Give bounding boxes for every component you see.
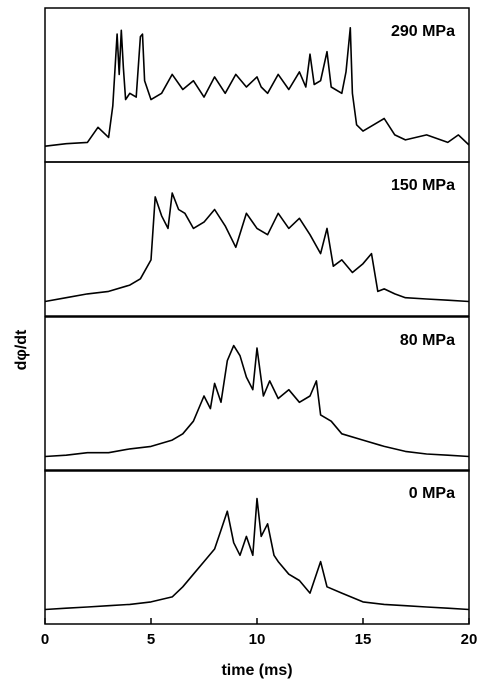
panel-label: 80 MPa <box>400 332 455 349</box>
panel-290-mpa: 290 MPa <box>44 7 470 163</box>
chart-panels: 290 MPa 150 MPa 80 MPa 0 MPa <box>44 7 470 625</box>
x-axis-ticks: 0 5 10 15 20 <box>41 618 478 648</box>
panel-frame <box>44 161 470 317</box>
panel-frame <box>44 469 470 625</box>
x-tick-label: 15 <box>355 631 372 648</box>
series-line <box>44 344 470 458</box>
panel-label: 290 MPa <box>391 23 455 40</box>
panel-label: 0 MPa <box>409 485 455 502</box>
series-line <box>44 497 470 611</box>
x-tick-label: 5 <box>147 631 155 648</box>
y-axis-title: dφ/dt <box>13 329 30 370</box>
panel-0-mpa: 0 MPa <box>44 469 470 625</box>
panel-80-mpa: 80 MPa <box>44 316 470 472</box>
panel-frame <box>44 316 470 472</box>
series-line <box>44 192 470 303</box>
x-axis-title: time (ms) <box>221 662 292 679</box>
panel-label: 150 MPa <box>391 177 455 194</box>
x-tick-label: 20 <box>461 631 478 648</box>
x-tick-label: 0 <box>41 631 49 648</box>
series-line <box>44 27 470 147</box>
x-tick-label: 10 <box>249 631 266 648</box>
panel-150-mpa: 150 MPa <box>44 161 470 317</box>
